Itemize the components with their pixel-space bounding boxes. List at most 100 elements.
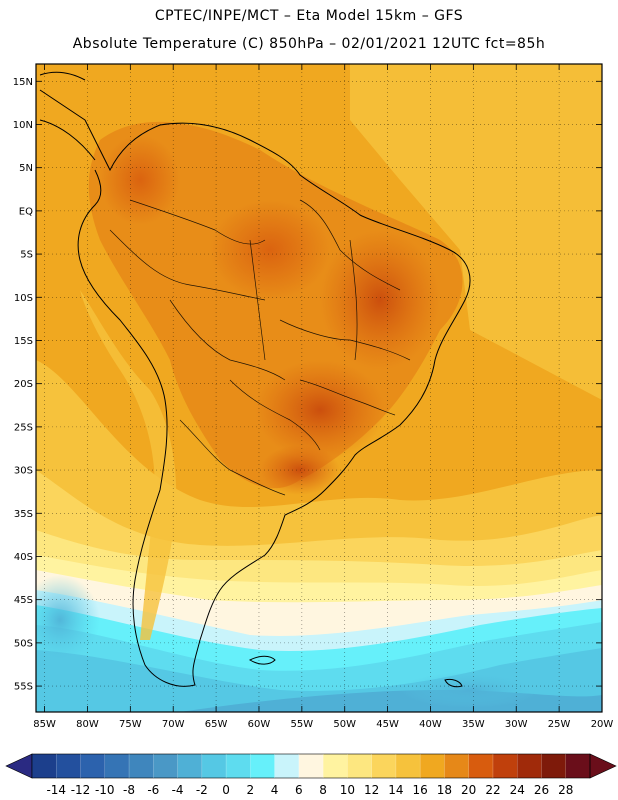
lon-tick-label: 40W bbox=[419, 719, 442, 730]
colorbar-label: -10 bbox=[95, 783, 115, 797]
colorbar-swatch bbox=[129, 754, 154, 778]
border-argentina bbox=[179, 419, 286, 496]
colorbar-swatch bbox=[56, 754, 81, 778]
colorbar-swatch bbox=[492, 754, 518, 778]
colorbar-swatch bbox=[153, 754, 178, 778]
lat-tick-label: 15S bbox=[14, 336, 33, 347]
border-brazil-states-3 bbox=[299, 379, 396, 416]
lat-tick-label: 5N bbox=[19, 163, 33, 174]
field-hot-brazil-s bbox=[255, 360, 385, 460]
lat-tick-label: 20S bbox=[14, 379, 33, 390]
lon-tick-label: 30W bbox=[505, 719, 528, 730]
colorbar-label: -2 bbox=[196, 783, 208, 797]
colorbar-label: 8 bbox=[319, 783, 327, 797]
coastlines bbox=[39, 71, 471, 688]
border-brazil-states-4 bbox=[349, 239, 358, 361]
lon-tick-label: 50W bbox=[333, 719, 356, 730]
field-hot-amazon bbox=[210, 200, 330, 300]
colorbar-swatch bbox=[274, 754, 300, 778]
colorbar-swatch bbox=[444, 754, 469, 778]
colorbar-label: 6 bbox=[295, 783, 303, 797]
border-brazil-states-5 bbox=[249, 239, 266, 361]
lat-tick-label: 15N bbox=[13, 77, 33, 88]
lon-tick-label: 75W bbox=[119, 719, 142, 730]
lon-tick-label: 65W bbox=[205, 719, 228, 730]
lat-tick-label: 40S bbox=[14, 552, 33, 563]
border-peru-brazil bbox=[109, 229, 266, 301]
border-brazil-states-1 bbox=[299, 199, 401, 291]
falklands-outline bbox=[248, 655, 276, 665]
colorbar-label: 24 bbox=[510, 783, 525, 797]
field-andes bbox=[80, 290, 177, 640]
colorbar-outline bbox=[31, 753, 591, 779]
lon-tick-labels: 85W 80W 75W 70W 65W 60W 55W 50W 45W 40W 35W 30W 25W 2… bbox=[33, 719, 613, 730]
lat-tick-label: 25S bbox=[14, 422, 33, 433]
field-hot-colombia bbox=[100, 135, 180, 225]
colorbar-swatch bbox=[32, 754, 57, 778]
lat-tick-label: 10S bbox=[14, 293, 33, 304]
colorbar bbox=[5, 753, 617, 779]
colorbar-over-arrow bbox=[589, 753, 617, 779]
temperature-field bbox=[36, 64, 602, 712]
colorbar-swatch bbox=[323, 754, 348, 778]
colorbar-label: -12 bbox=[71, 783, 91, 797]
colorbar-label: 16 bbox=[413, 783, 428, 797]
colorbar-label: 12 bbox=[364, 783, 379, 797]
colorbar-swatch bbox=[201, 754, 227, 778]
colorbar-label: -6 bbox=[147, 783, 159, 797]
country-borders bbox=[109, 199, 411, 496]
colorbar-swatch bbox=[104, 754, 130, 778]
lat-tick-labels: 15N 10N 5N EQ 5S 10S 15S 20S 25S 30S 35S 40S 45S 50S 5… bbox=[13, 77, 33, 693]
chart-title-line1: CPTEC/INPE/MCT – Eta Model 15km – GFS bbox=[154, 8, 464, 24]
south-america-coast bbox=[39, 89, 471, 687]
border-paraguay bbox=[229, 379, 321, 451]
colorbar-swatch bbox=[250, 754, 275, 778]
border-brazil-states-2 bbox=[279, 319, 411, 361]
colorbar-label: 14 bbox=[388, 783, 403, 797]
colorbar-label: 18 bbox=[437, 783, 452, 797]
lat-tick-label: 50S bbox=[14, 638, 33, 649]
south-georgia-outline bbox=[444, 678, 463, 688]
colorbar-swatch bbox=[371, 754, 397, 778]
colorbar-label: 0 bbox=[222, 783, 230, 797]
field-cold-pool-se bbox=[400, 672, 540, 708]
lon-tick-label: 70W bbox=[162, 719, 185, 730]
graticule bbox=[36, 64, 602, 712]
field-hot-brazil-ne bbox=[320, 230, 440, 370]
lat-tick-label: 55S bbox=[14, 682, 33, 693]
colorbar-label: -14 bbox=[46, 783, 66, 797]
colorbar-swatch bbox=[565, 754, 591, 778]
colorbar-swatch bbox=[347, 754, 372, 778]
lat-tick-label: 35S bbox=[14, 509, 33, 520]
colorbar-swatch bbox=[420, 754, 445, 778]
colorbar-swatch bbox=[395, 754, 421, 778]
lon-tick-label: 20W bbox=[591, 719, 614, 730]
colorbar-swatch bbox=[541, 754, 567, 778]
colorbar-swatch bbox=[298, 754, 324, 778]
lat-tick-label: 30S bbox=[14, 466, 33, 477]
lat-tick-label: 5S bbox=[20, 250, 33, 261]
border-bolivia bbox=[169, 299, 286, 381]
lon-tick-label: 55W bbox=[291, 719, 314, 730]
map-frame bbox=[35, 63, 603, 713]
central-america-coast bbox=[39, 119, 96, 161]
lon-tick-label: 45W bbox=[376, 719, 399, 730]
lon-tick-label: 35W bbox=[462, 719, 485, 730]
field-cold-pool-sw bbox=[36, 575, 100, 665]
colorbar-label: 4 bbox=[271, 783, 279, 797]
colorbar-swatch bbox=[226, 754, 251, 778]
colorbar-label: -4 bbox=[172, 783, 184, 797]
colorbar-label: 10 bbox=[340, 783, 355, 797]
lon-tick-label: 85W bbox=[33, 719, 56, 730]
colorbar-swatch bbox=[468, 754, 494, 778]
field-band-atlantic bbox=[350, 64, 602, 400]
tick-marks bbox=[36, 64, 603, 712]
chart-title-line2: Absolute Temperature (C) 850hPa – 02/01/… bbox=[72, 36, 546, 52]
colorbar-labels: -14 -12 -10 -8 -6 -4 -2 0 2 4 6 8 10 12 14 16 18 20 22 24 26… bbox=[46, 783, 573, 797]
lon-tick-label: 80W bbox=[76, 719, 99, 730]
lon-tick-label: 60W bbox=[248, 719, 271, 730]
lat-tick-label: EQ bbox=[19, 206, 33, 217]
colorbar-label: -8 bbox=[123, 783, 135, 797]
colorbar-label: 2 bbox=[247, 783, 255, 797]
